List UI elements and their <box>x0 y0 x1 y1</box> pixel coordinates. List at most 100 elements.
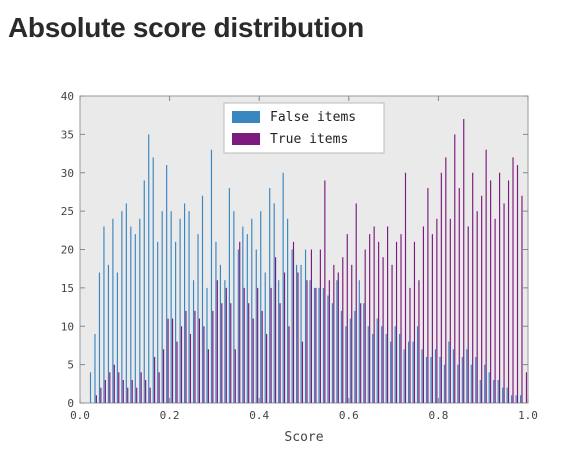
bar-true-items-43 <box>275 257 277 403</box>
bar-true-items-41 <box>266 333 268 403</box>
bar-false-items-22 <box>179 218 181 403</box>
bar-true-items-89 <box>481 195 483 403</box>
bar-false-items-38 <box>251 218 253 403</box>
legend-label-false-items: False items <box>270 110 356 125</box>
bar-true-items-62 <box>360 303 362 403</box>
bar-false-items-21 <box>175 241 177 403</box>
bar-false-items-67 <box>381 326 383 403</box>
bar-false-items-37 <box>246 234 248 403</box>
bar-false-items-40 <box>260 211 262 404</box>
bar-false-items-63 <box>363 303 365 403</box>
bar-false-items-19 <box>166 165 168 403</box>
bar-false-items-94 <box>502 387 504 403</box>
bar-true-items-19 <box>167 318 169 403</box>
x-tick-label: 0.2 <box>160 409 180 422</box>
bar-false-items-31 <box>219 264 221 403</box>
bar-true-items-33 <box>230 303 232 403</box>
x-tick-label: 0.6 <box>339 409 359 422</box>
bar-false-items-8 <box>116 272 118 403</box>
bar-false-items-15 <box>148 134 150 404</box>
bar-false-items-85 <box>461 356 463 403</box>
bar-true-items-5 <box>104 379 106 403</box>
bar-false-items-76 <box>421 349 423 403</box>
bar-false-items-28 <box>206 287 208 404</box>
y-tick-label: 20 <box>61 244 74 257</box>
bar-false-items-77 <box>425 356 428 403</box>
bar-false-items-97 <box>515 395 517 403</box>
bar-false-items-42 <box>269 188 271 403</box>
bar-true-items-86 <box>467 226 469 403</box>
bar-false-items-7 <box>112 218 114 403</box>
bar-false-items-11 <box>130 226 132 403</box>
bar-false-items-13 <box>139 218 141 403</box>
bar-false-items-2 <box>89 372 92 403</box>
bar-true-items-59 <box>346 234 348 403</box>
bar-true-items-68 <box>387 226 389 403</box>
bar-true-items-99 <box>525 372 528 403</box>
bar-true-items-79 <box>436 218 438 403</box>
bar-true-items-95 <box>507 180 510 403</box>
bar-true-items-31 <box>221 303 223 403</box>
bar-false-items-80 <box>439 356 441 403</box>
bar-false-items-39 <box>255 249 257 403</box>
bar-false-items-4 <box>98 272 101 403</box>
bar-false-items-23 <box>184 203 186 403</box>
bar-true-items-48 <box>297 272 299 403</box>
bar-true-items-32 <box>225 287 227 404</box>
bar-false-items-14 <box>143 180 145 403</box>
bar-true-items-81 <box>445 157 447 403</box>
bar-true-items-14 <box>145 379 147 403</box>
bar-false-items-98 <box>520 395 522 403</box>
bar-false-items-27 <box>201 195 204 403</box>
bar-true-items-42 <box>270 287 272 404</box>
bar-true-items-37 <box>248 303 250 403</box>
bar-false-items-29 <box>210 149 213 403</box>
legend-label-true-items: True items <box>270 132 348 147</box>
bar-false-items-96 <box>511 395 513 403</box>
bar-true-items-6 <box>109 372 111 403</box>
bar-false-items-47 <box>291 249 293 403</box>
bar-false-items-51 <box>309 280 311 403</box>
bar-true-items-16 <box>154 356 156 403</box>
bar-true-items-69 <box>391 264 393 403</box>
bar-true-items-18 <box>163 349 165 403</box>
bar-true-items-17 <box>158 372 160 403</box>
bar-true-items-96 <box>512 157 514 403</box>
bar-true-items-34 <box>234 349 236 403</box>
bar-false-items-87 <box>470 364 472 404</box>
bar-true-items-45 <box>283 272 286 403</box>
x-tick-label: 0.4 <box>249 409 269 422</box>
bar-true-items-71 <box>400 234 402 403</box>
y-tick-label: 25 <box>61 205 74 218</box>
bar-false-items-26 <box>197 234 199 403</box>
bar-false-items-95 <box>506 387 508 403</box>
bar-false-items-83 <box>452 349 454 403</box>
bar-false-items-3 <box>94 333 96 403</box>
bar-false-items-55 <box>327 295 329 403</box>
bar-true-items-52 <box>315 287 317 404</box>
y-tick-label: 5 <box>67 359 74 372</box>
bar-false-items-65 <box>372 333 374 403</box>
bar-true-items-65 <box>373 226 375 403</box>
bar-false-items-10 <box>125 203 127 403</box>
bar-true-items-46 <box>288 326 290 403</box>
bar-false-items-41 <box>264 272 266 403</box>
bar-true-items-21 <box>176 341 178 403</box>
bar-true-items-80 <box>440 172 442 403</box>
bar-true-items-4 <box>100 387 102 403</box>
y-axis: 0 5 10 15 20 25 30 35 40 <box>61 90 528 410</box>
bar-false-items-5 <box>103 226 105 403</box>
bar-false-items-60 <box>349 318 351 403</box>
bar-true-items-50 <box>306 280 308 403</box>
bar-true-items-61 <box>355 203 357 403</box>
y-tick-label: 40 <box>61 90 74 103</box>
bar-true-items-72 <box>404 172 407 403</box>
bar-true-items-9 <box>122 379 124 403</box>
y-tick-label: 0 <box>67 397 74 410</box>
bar-true-items-13 <box>140 372 142 403</box>
bar-false-items-12 <box>134 234 136 403</box>
page-title: Absolute score distribution <box>8 12 364 43</box>
bar-true-items-7 <box>113 364 115 404</box>
legend-swatch-false-items <box>232 111 260 123</box>
